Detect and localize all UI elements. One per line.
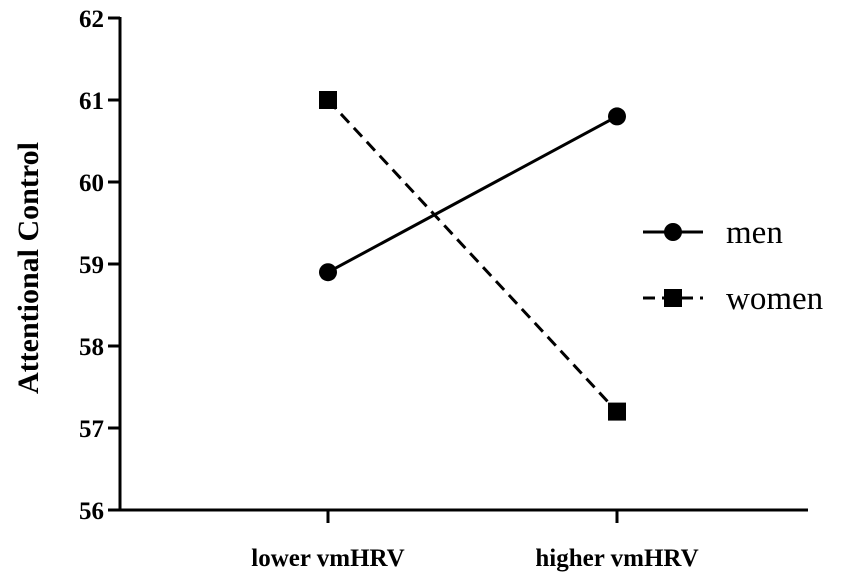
legend-marker-women (664, 289, 682, 307)
y-axis-label: Attentional Control (12, 142, 45, 394)
y-tick-label: 57 (79, 416, 104, 443)
data-point-men (608, 107, 626, 126)
series-line-men (327, 115, 618, 274)
y-tick-label: 61 (79, 88, 104, 115)
y-tick-label: 60 (79, 170, 104, 197)
legend: men women (643, 215, 823, 317)
legend-label-women: women (726, 281, 823, 317)
data-point-women (608, 402, 626, 421)
legend-label-men: men (726, 215, 783, 251)
y-tick-label: 58 (79, 334, 104, 361)
series-layer (319, 91, 626, 421)
data-point-men (319, 263, 337, 282)
series-line-women (326, 98, 619, 413)
x-tick-label: higher vmHRV (535, 545, 698, 572)
data-point-women (319, 91, 337, 109)
legend-marker-men (664, 223, 682, 241)
x-tick-label: lower vmHRV (251, 545, 405, 572)
y-tick-label: 56 (79, 498, 104, 525)
y-tick-label: 62 (79, 6, 104, 33)
x-axis: lower vmHRV higher vmHRV (118, 508, 808, 572)
y-tick-label: 59 (79, 252, 104, 279)
y-axis: 56 57 58 59 60 61 62 (79, 6, 122, 525)
